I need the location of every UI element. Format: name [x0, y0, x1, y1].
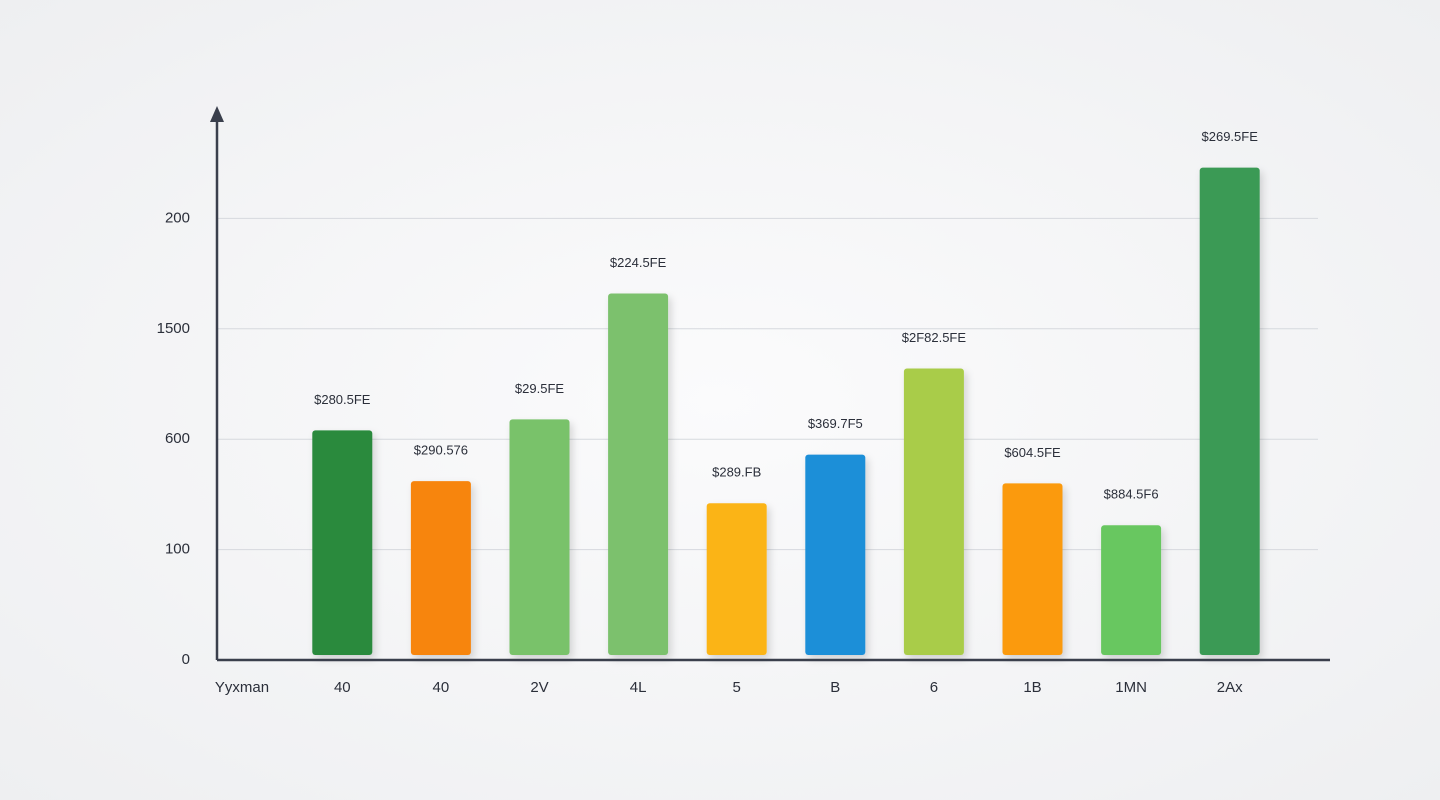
bar: [509, 419, 570, 655]
value-label: $369.7F5: [808, 416, 863, 431]
bar: [608, 293, 669, 655]
y-tick-label: 0: [182, 651, 190, 668]
value-label: $290.576: [414, 443, 468, 458]
x-tick-label: 40: [433, 679, 450, 696]
value-label: $2F82.5FE: [902, 330, 967, 345]
y-tick-label: 200: [165, 209, 190, 226]
x-tick-label: 40: [334, 679, 351, 696]
x-tick-label: 1MN: [1115, 679, 1147, 696]
x-tick-label: B: [830, 679, 840, 696]
bar: [903, 368, 964, 655]
x-axis-label: Yyxman: [215, 679, 269, 696]
x-tick-label: 4L: [630, 679, 647, 696]
y-tick-label: 600: [165, 430, 190, 447]
x-tick-label: 2Ax: [1217, 679, 1243, 696]
value-label: $604.5FE: [1004, 445, 1061, 460]
value-label: $29.5FE: [515, 381, 564, 396]
y-axis-arrow: [210, 106, 224, 122]
value-label: $224.5FE: [610, 255, 667, 270]
bar: [706, 503, 767, 655]
value-label: $884.5F6: [1104, 487, 1159, 502]
bar: [410, 481, 471, 655]
bar: [1002, 483, 1063, 655]
x-tick-label: 1B: [1023, 679, 1041, 696]
bar: [805, 454, 866, 655]
y-tick-label: 1500: [157, 320, 190, 337]
y-tick-label: 100: [165, 541, 190, 558]
bar: [312, 430, 373, 655]
x-tick-label: 2V: [530, 679, 548, 696]
bar: [1199, 167, 1260, 655]
x-tick-label: 5: [733, 679, 741, 696]
bars: [312, 167, 1260, 655]
value-label: $289.FB: [712, 465, 761, 480]
value-label: $269.5FE: [1202, 129, 1259, 144]
value-label: $280.5FE: [314, 392, 371, 407]
x-tick-label: 6: [930, 679, 938, 696]
bar: [1101, 525, 1162, 655]
